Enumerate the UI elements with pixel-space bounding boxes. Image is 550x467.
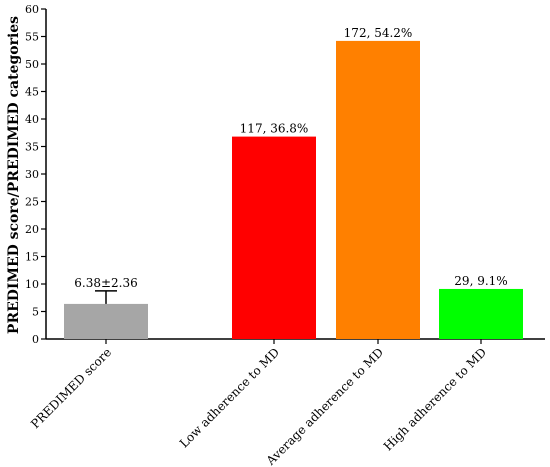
data-label: 6.38±2.36 (74, 276, 138, 290)
category-label: High adherence to MD (381, 345, 489, 453)
y-tick-label: 45 (25, 86, 39, 99)
y-tick-label: 30 (25, 168, 39, 181)
bar (64, 303, 148, 339)
y-tick-label: 50 (25, 58, 39, 71)
category-label: PREDIMED score (28, 345, 114, 431)
bar (439, 288, 523, 339)
bar (336, 40, 420, 340)
bars (64, 40, 523, 340)
bar (232, 136, 316, 339)
y-tick-label: 0 (32, 333, 39, 346)
y-tick-label: 35 (25, 141, 39, 154)
data-label: 172, 54.2% (344, 26, 413, 40)
y-tick-label: 40 (25, 113, 39, 126)
y-tick-label: 25 (25, 196, 39, 209)
y-tick-label: 55 (25, 31, 39, 44)
y-axis-label: PREDIMED score/PREDIMED categories (6, 16, 22, 334)
y-tick-label: 15 (25, 251, 39, 264)
category-label: Average adherence to MD (263, 345, 386, 467)
y-tick-label: 10 (25, 278, 39, 291)
data-label: 29, 9.1% (454, 274, 507, 288)
category-label: Low adherence to MD (177, 345, 282, 450)
y-tick-label: 60 (25, 3, 39, 16)
y-tick-label: 5 (32, 306, 39, 319)
y-tick-label: 20 (25, 223, 39, 236)
data-label: 117, 36.8% (240, 122, 309, 136)
